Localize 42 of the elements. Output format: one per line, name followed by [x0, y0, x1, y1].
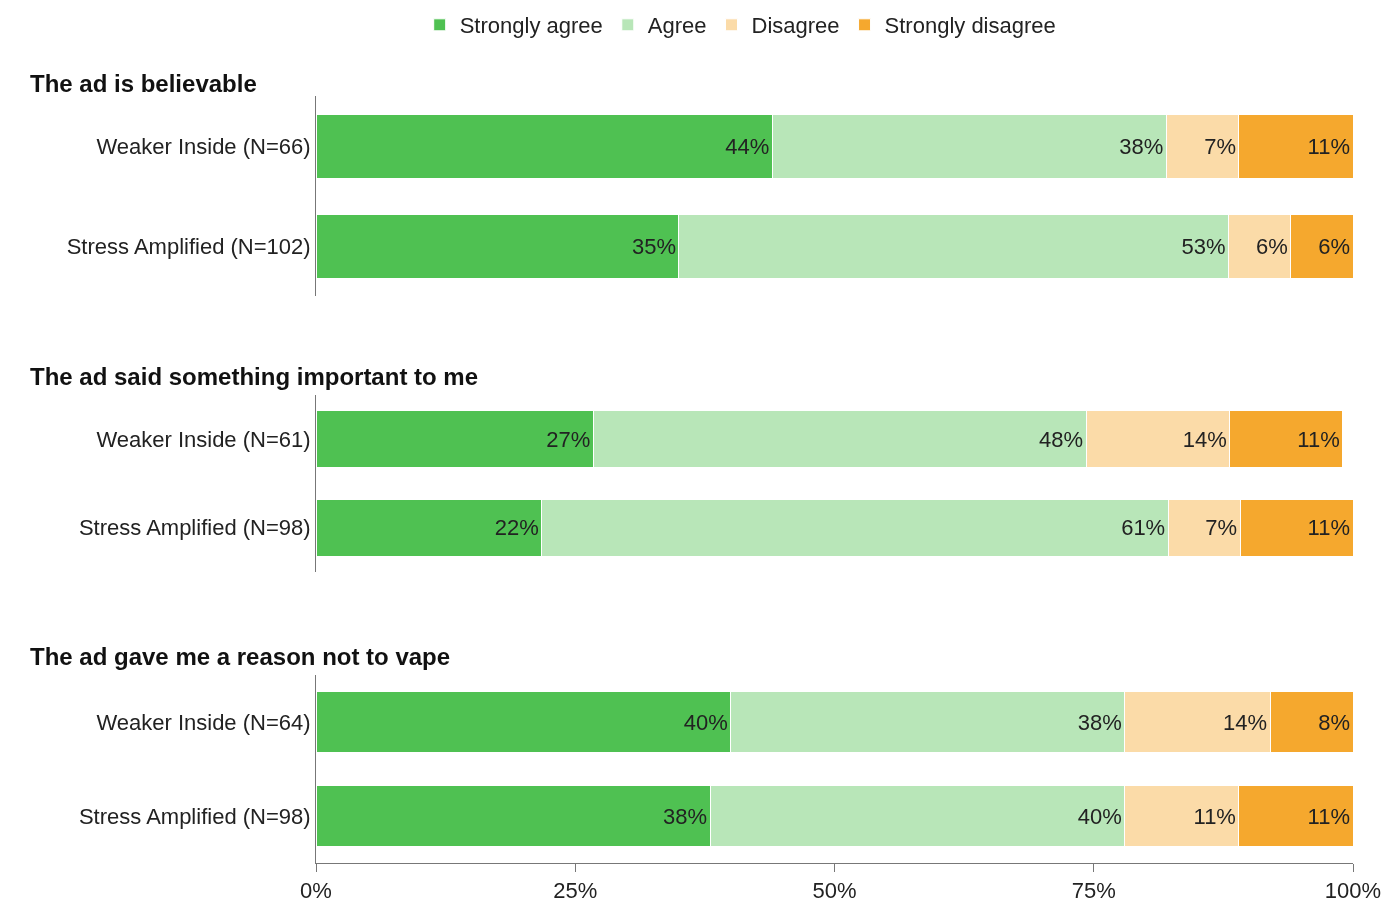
data-label: 27%	[546, 426, 591, 452]
y-tick-label: Weaker Inside (N=61)	[96, 426, 311, 452]
data-label: 8%	[1318, 709, 1350, 735]
data-label: 14%	[1222, 709, 1268, 735]
y-tick-label: Weaker Inside (N=66)	[96, 133, 311, 159]
data-label: 6%	[1255, 233, 1288, 259]
chart-title: The ad gave me a reason not to vape	[30, 643, 451, 670]
legend-label: Strongly disagree	[884, 13, 1056, 39]
y-tick-label: Stress Amplified (N=102)	[66, 233, 311, 259]
data-label: 11%	[1307, 133, 1350, 159]
x-tick-label: 100%	[1324, 878, 1382, 904]
data-label: 7%	[1204, 133, 1236, 159]
data-label: 14%	[1182, 426, 1227, 452]
data-label: 53%	[1181, 233, 1226, 259]
x-tick-label: 0%	[300, 878, 332, 904]
legend-label: Agree	[647, 13, 707, 39]
legend-label: Disagree	[751, 13, 840, 39]
data-label: 11%	[1193, 803, 1236, 829]
data-label: 11%	[1297, 426, 1340, 452]
data-label: 6%	[1318, 233, 1350, 259]
x-tick-label: 25%	[553, 878, 598, 904]
chart-title: The ad is believable	[30, 70, 257, 97]
data-label: 61%	[1121, 515, 1166, 541]
data-label: 40%	[683, 709, 728, 735]
x-tick-label: 75%	[1071, 878, 1116, 904]
data-label: 11%	[1307, 515, 1350, 541]
legend-label: Strongly agree	[459, 13, 603, 39]
data-label: 7%	[1205, 515, 1238, 541]
chart-title: The ad said something important to me	[30, 363, 479, 390]
y-tick-label: Stress Amplified (N=98)	[78, 803, 311, 829]
data-label: 22%	[494, 515, 539, 541]
data-label: 40%	[1077, 803, 1122, 829]
y-tick-label: Weaker Inside (N=64)	[96, 709, 311, 735]
data-label: 44%	[725, 133, 770, 159]
data-label: 11%	[1307, 803, 1350, 829]
data-label: 38%	[1077, 709, 1122, 735]
data-label: 38%	[663, 803, 708, 829]
x-tick-label: 50%	[812, 878, 857, 904]
data-label: 48%	[1039, 426, 1084, 452]
data-label: 38%	[1119, 133, 1164, 159]
y-tick-label: Stress Amplified (N=98)	[78, 515, 311, 541]
data-label: 35%	[631, 233, 676, 259]
